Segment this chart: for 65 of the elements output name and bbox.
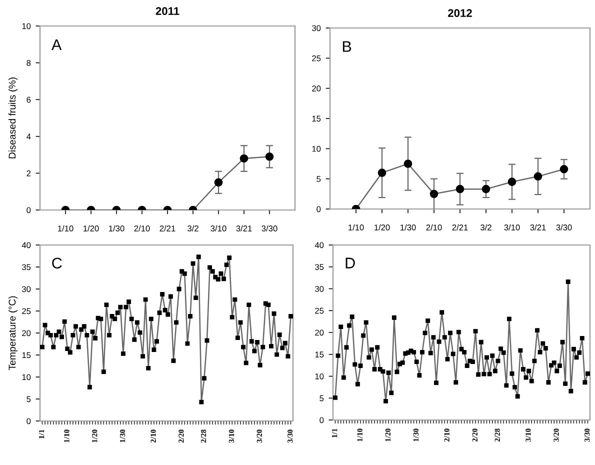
- annotation: B: [342, 41, 352, 52]
- y-tick-label: 10: [315, 373, 324, 380]
- y-tick-label: 0: [26, 207, 31, 214]
- annotation: C: [52, 258, 62, 269]
- x-tick-label: 1/30: [109, 225, 124, 232]
- point: [430, 190, 438, 198]
- y-tick-label: 6: [26, 96, 31, 103]
- x-tick-label: 2/10: [134, 225, 150, 232]
- x-tick-label: 1/10: [348, 224, 364, 230]
- y-tick-label: 5: [26, 396, 31, 402]
- y-tick-label: 8: [26, 60, 31, 66]
- x-tick-label: 3/2: [480, 224, 492, 230]
- x-tick-label: 1/20: [84, 225, 99, 232]
- chart-title: 2012: [448, 9, 472, 17]
- y-tick-label: 4: [26, 134, 31, 140]
- y-tick-label: 20: [315, 330, 324, 336]
- x-tick-label: 3/21: [530, 224, 546, 230]
- x-tick-label: 3/30: [262, 225, 278, 232]
- y-tick-label: 35: [315, 264, 324, 270]
- point: [482, 184, 490, 194]
- point: [378, 168, 386, 177]
- y-tick-label: 30: [315, 286, 324, 292]
- y-tick-label: 30: [22, 286, 31, 292]
- x-tick-label: 3/10: [504, 224, 520, 230]
- y-tick-label: 10: [312, 146, 321, 152]
- x-tick-label: 3/21: [236, 225, 252, 232]
- point: [534, 172, 542, 181]
- y-tick-label: 25: [315, 308, 324, 314]
- y-tick-label: 40: [22, 242, 31, 248]
- point: [456, 184, 464, 194]
- y-tick-label: 5: [320, 395, 324, 402]
- y-tick-label: 20: [312, 86, 321, 92]
- y-axis-title: Temperature (°C): [8, 296, 18, 370]
- y-tick-label: 35: [22, 264, 31, 270]
- x-tick-label: 1/30: [400, 224, 416, 230]
- point: [560, 165, 568, 174]
- x-tick-label: 1/20: [374, 224, 390, 230]
- y-tick-label: 10: [22, 374, 31, 380]
- y-tick-label: 15: [315, 352, 324, 358]
- x-tick-label: 2/21: [160, 225, 176, 232]
- y-tick-label: 15: [22, 352, 31, 358]
- y-tick-label: 15: [312, 116, 321, 122]
- y-tick-label: 0: [26, 418, 31, 424]
- x-tick-label: 2/21: [452, 224, 468, 230]
- x-tick-label: 3/2: [188, 225, 198, 232]
- y-tick-label: 40: [314, 242, 324, 248]
- y-tick-label: 20: [22, 330, 31, 336]
- point: [404, 160, 412, 168]
- annotation: D: [346, 258, 355, 268]
- y-tick-label: 0: [316, 206, 321, 212]
- x-tick-label: 1/10: [58, 225, 74, 232]
- chart-title: 2011: [156, 7, 180, 15]
- y-tick-label: 0: [320, 417, 324, 424]
- x-tick-label: 3/10: [210, 225, 226, 232]
- y-axis-title: Diseased fruits (%): [8, 78, 18, 158]
- y-tick-label: 30: [312, 25, 321, 32]
- x-tick-label: 3/30: [556, 224, 572, 230]
- y-tick-label: 10: [22, 23, 31, 30]
- y-tick-label: 5: [316, 176, 321, 182]
- y-tick-label: 25: [22, 308, 31, 314]
- x-tick-label: 2/10: [426, 224, 442, 230]
- annotation: A: [52, 39, 62, 50]
- point: [508, 178, 516, 186]
- y-tick-label: 2: [26, 170, 31, 176]
- y-tick-label: 25: [312, 55, 321, 62]
